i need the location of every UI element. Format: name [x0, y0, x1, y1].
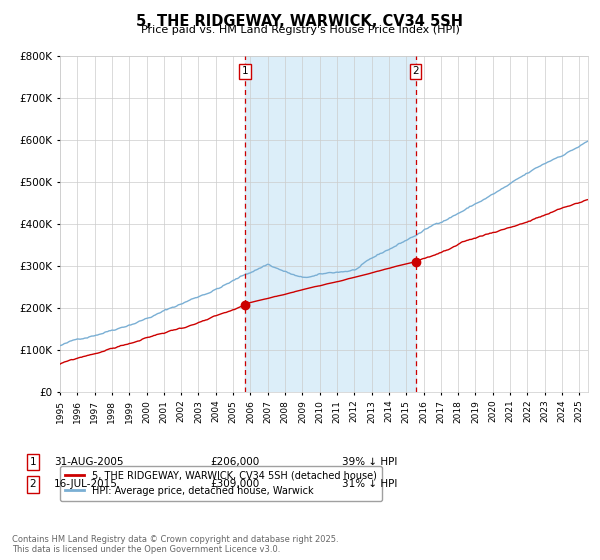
Text: 1: 1 [29, 457, 37, 467]
Text: 2: 2 [412, 66, 419, 76]
Text: 5, THE RIDGEWAY, WARWICK, CV34 5SH: 5, THE RIDGEWAY, WARWICK, CV34 5SH [137, 14, 464, 29]
Legend: 5, THE RIDGEWAY, WARWICK, CV34 5SH (detached house), HPI: Average price, detache: 5, THE RIDGEWAY, WARWICK, CV34 5SH (deta… [60, 466, 382, 501]
Text: 31% ↓ HPI: 31% ↓ HPI [342, 479, 397, 489]
Text: 39% ↓ HPI: 39% ↓ HPI [342, 457, 397, 467]
Text: Price paid vs. HM Land Registry's House Price Index (HPI): Price paid vs. HM Land Registry's House … [140, 25, 460, 35]
Text: 1: 1 [241, 66, 248, 76]
Text: 31-AUG-2005: 31-AUG-2005 [54, 457, 124, 467]
Text: £309,000: £309,000 [210, 479, 259, 489]
Bar [245, 56, 416, 392]
Text: Contains HM Land Registry data © Crown copyright and database right 2025.
This d: Contains HM Land Registry data © Crown c… [12, 535, 338, 554]
Text: 2: 2 [29, 479, 37, 489]
Text: £206,000: £206,000 [210, 457, 259, 467]
Text: 16-JUL-2015: 16-JUL-2015 [54, 479, 118, 489]
